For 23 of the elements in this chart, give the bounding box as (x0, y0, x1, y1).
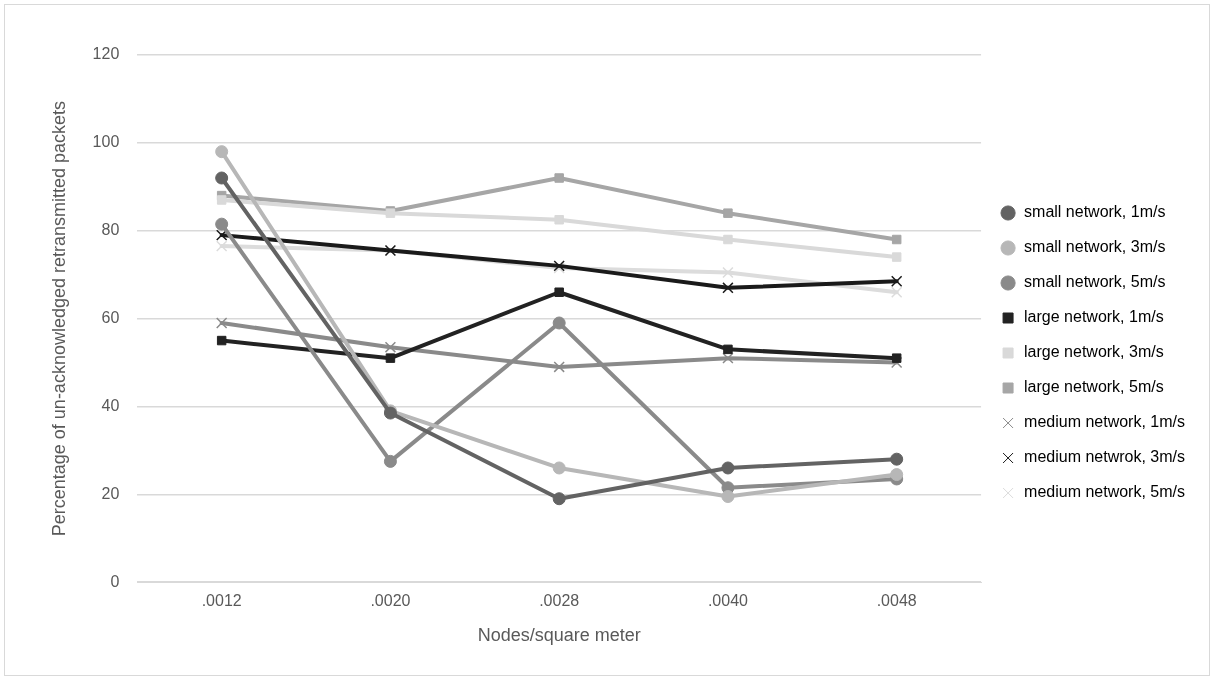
y-tick-label: 60 (101, 309, 120, 327)
legend-label: large network, 3m/s (1024, 343, 1164, 361)
y-axis-title: Percentage of un-acknowledged retransmitted packets (48, 100, 69, 537)
legend-label: medium network, 1m/s (1024, 413, 1185, 431)
y-tick-label: 120 (92, 45, 120, 63)
legend-label: small network, 3m/s (1024, 238, 1166, 256)
y-tick-label: 80 (101, 221, 120, 239)
x-tick-label: .0020 (370, 592, 411, 610)
x-tick-label: .0048 (876, 592, 917, 610)
legend-label: large network, 1m/s (1024, 308, 1164, 326)
x-tick-label: .0012 (201, 592, 242, 610)
x-tick-label: .0028 (539, 592, 580, 610)
legend-label: large network, 5m/s (1024, 378, 1164, 396)
legend-label: medium netwrok, 3m/s (1024, 448, 1185, 466)
legend-label: medium network, 5m/s (1024, 483, 1185, 501)
y-tick-label: 20 (101, 484, 120, 502)
y-tick-label: 0 (110, 572, 120, 590)
x-tick-label: .0040 (707, 592, 749, 610)
x-axis-title: Nodes/square meter (477, 625, 641, 646)
legend-label: small network, 5m/s (1024, 273, 1166, 291)
legend-label: small network, 1m/s (1024, 203, 1166, 221)
y-tick-label: 100 (92, 133, 120, 151)
y-tick-label: 40 (101, 396, 120, 414)
